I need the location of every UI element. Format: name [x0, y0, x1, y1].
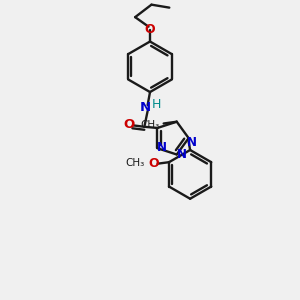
Text: O: O — [145, 23, 155, 36]
Text: O: O — [123, 118, 134, 131]
Text: CH₃: CH₃ — [125, 158, 145, 168]
Text: H: H — [151, 98, 160, 111]
Text: O: O — [148, 157, 159, 170]
Text: N: N — [140, 101, 151, 114]
Text: N: N — [187, 136, 196, 149]
Text: N: N — [177, 148, 187, 161]
Text: N: N — [157, 141, 167, 154]
Text: CH₃: CH₃ — [140, 120, 160, 130]
